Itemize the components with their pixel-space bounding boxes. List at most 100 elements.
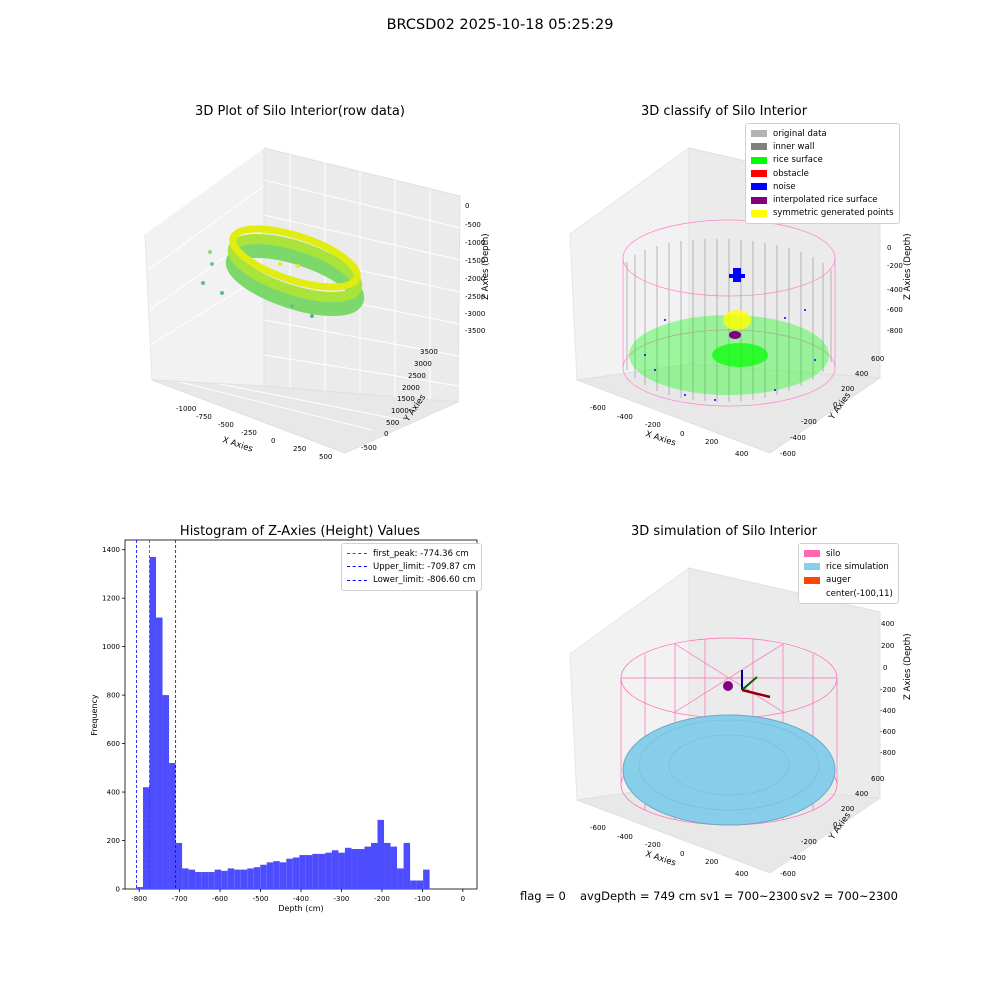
histogram-y-label: Frequency xyxy=(90,694,99,736)
legend-item-rice-surface: rice surface xyxy=(751,154,894,167)
svg-text:2500: 2500 xyxy=(408,372,426,380)
svg-text:400: 400 xyxy=(735,870,748,878)
histogram-bar xyxy=(384,842,391,889)
legend-item-inner-wall: inner wall xyxy=(751,140,894,153)
svg-text:0: 0 xyxy=(833,821,837,829)
svg-text:400: 400 xyxy=(855,790,868,798)
legend-item-original-data: original data xyxy=(751,127,894,140)
histogram-bar xyxy=(344,847,352,889)
raw-pane-walls xyxy=(144,147,461,454)
histogram-bar xyxy=(325,852,332,889)
svg-text:-400: -400 xyxy=(617,833,633,841)
svg-text:-600: -600 xyxy=(590,404,606,412)
classify-noise-points xyxy=(644,268,816,401)
histogram-bar xyxy=(357,849,365,889)
svg-text:-3500: -3500 xyxy=(465,327,485,335)
legend-item-rice-simulation: rice simulation xyxy=(804,560,893,573)
x-tick-label: -400 xyxy=(293,895,309,903)
svg-text:-800: -800 xyxy=(880,749,896,757)
raw-3d-plot: -1000 -750 -500 -250 0 250 500 X Axies -… xyxy=(144,147,491,461)
y-tick-label: 1200 xyxy=(102,595,120,603)
svg-text:-3000: -3000 xyxy=(465,310,485,318)
y-tick-label: 600 xyxy=(107,740,120,748)
histogram-bar xyxy=(312,853,319,889)
svg-text:-1500: -1500 xyxy=(465,257,485,265)
legend-item-center: center(-100,11) xyxy=(826,588,893,599)
svg-text:-500: -500 xyxy=(465,221,481,229)
raw-z-label: Z Axies (Depth) xyxy=(481,233,491,300)
y-tick-label: 400 xyxy=(107,789,120,797)
histogram-bar xyxy=(286,858,293,889)
histogram-bar xyxy=(214,869,222,889)
svg-text:600: 600 xyxy=(871,775,884,783)
histogram-bar xyxy=(169,762,176,889)
histogram-bar xyxy=(227,868,235,889)
classify-legend: original data inner wall rice surface ob… xyxy=(745,123,900,225)
histogram-title: Histogram of Z-Axies (Height) Values xyxy=(179,524,421,539)
figure-title: BRCSD02 2025-10-18 05:25:29 xyxy=(386,17,614,33)
histogram-bar xyxy=(292,857,300,889)
histogram-bar xyxy=(143,787,150,889)
raw-z-ticks: 0 -500 -1000 -1500 -2000 -2500 -3000 -35… xyxy=(465,202,485,335)
raw-point-ring xyxy=(201,225,365,318)
simulation-rice-surface xyxy=(622,714,836,826)
x-tick-label: 0 xyxy=(461,895,465,903)
simulation-auger xyxy=(723,670,771,699)
svg-text:-2500: -2500 xyxy=(465,293,485,301)
histogram-bar xyxy=(260,864,267,889)
svg-text:-200: -200 xyxy=(645,421,661,429)
svg-text:-500: -500 xyxy=(218,421,234,429)
histogram-bar xyxy=(423,869,430,889)
y-tick-label: 1000 xyxy=(102,643,120,651)
raw-x-label: X Axies xyxy=(221,435,254,454)
histogram-bar xyxy=(149,556,157,889)
legend-item-lower-limit: Lower_limit: -806.60 cm xyxy=(347,574,476,587)
histogram-bar xyxy=(273,861,280,889)
svg-text:-200: -200 xyxy=(801,838,817,846)
histogram-bar xyxy=(175,842,183,889)
histogram-bar xyxy=(247,868,254,889)
raw-panel-title: 3D Plot of Silo Interior(row data) xyxy=(195,104,405,119)
svg-text:-250: -250 xyxy=(241,429,257,437)
classify-3d-plot: -600 -400 -200 0 200 400 X Axies -600 -4… xyxy=(569,147,913,458)
histogram-y-ticks: 0 200 400 600 800 1000 1200 1400 xyxy=(102,546,125,894)
svg-text:600: 600 xyxy=(871,355,884,363)
histogram-bar xyxy=(279,862,287,889)
svg-text:1000: 1000 xyxy=(391,407,409,415)
svg-text:-1000: -1000 xyxy=(465,239,485,247)
y-tick-label: 0 xyxy=(116,886,120,894)
classify-rice-surface xyxy=(629,310,829,395)
histogram-reference-lines xyxy=(136,540,177,889)
classify-x-ticks: -600 -400 -200 0 200 400 xyxy=(590,404,748,458)
histogram-bar xyxy=(397,868,404,889)
histogram-bar xyxy=(240,869,248,889)
svg-text:200: 200 xyxy=(841,385,854,393)
svg-text:-400: -400 xyxy=(790,854,806,862)
histogram-legend: first_peak: -774.36 cm Upper_limit: -709… xyxy=(341,543,482,591)
svg-text:-200: -200 xyxy=(880,686,896,694)
histogram-bar xyxy=(318,853,326,889)
histogram-bar xyxy=(136,887,144,889)
classify-silo-outline xyxy=(622,219,836,407)
y-tick-label: 1400 xyxy=(102,546,120,554)
svg-text:-400: -400 xyxy=(617,413,633,421)
simulation-x-label: X Axies xyxy=(644,849,677,868)
svg-text:0: 0 xyxy=(680,430,684,438)
histogram-bar xyxy=(370,842,378,889)
svg-text:0: 0 xyxy=(465,202,469,210)
svg-text:-600: -600 xyxy=(780,870,796,878)
svg-text:-200: -200 xyxy=(645,841,661,849)
y-tick-label: 200 xyxy=(107,837,120,845)
histogram-bar xyxy=(331,850,339,889)
svg-text:2000: 2000 xyxy=(402,384,420,392)
svg-text:-600: -600 xyxy=(887,306,903,314)
histogram-x-label: Depth (cm) xyxy=(278,904,323,913)
histogram-bar xyxy=(299,855,306,889)
histogram-bar xyxy=(162,695,170,889)
svg-text:3000: 3000 xyxy=(414,360,432,368)
svg-text:-500: -500 xyxy=(361,444,377,452)
histogram-bar xyxy=(377,819,385,889)
svg-text:-200: -200 xyxy=(887,262,903,270)
svg-text:0: 0 xyxy=(833,401,837,409)
histogram-bar xyxy=(390,846,398,889)
